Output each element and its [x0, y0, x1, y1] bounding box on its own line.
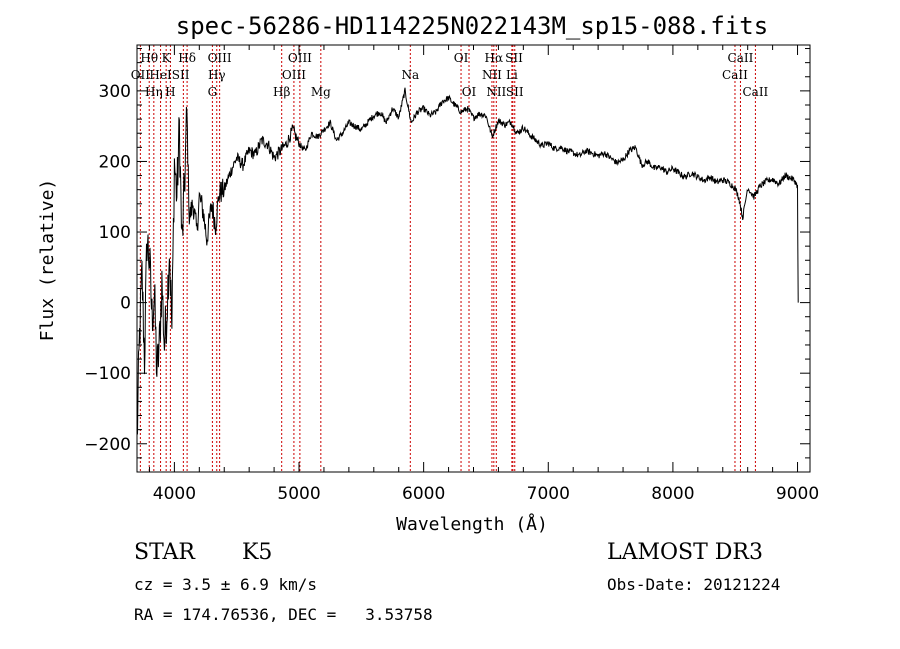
- x-axis-label: Wavelength (Å): [396, 513, 548, 535]
- line-label-oiii: OIII: [282, 68, 306, 82]
- line-label-oii: OII: [131, 68, 151, 82]
- line-label-oiii: OIII: [208, 51, 232, 65]
- line-label-caii: CaII: [722, 68, 748, 82]
- survey-name: LAMOST DR3: [607, 540, 763, 565]
- line-label-k: K: [162, 51, 172, 65]
- spectrum-line: [136, 87, 799, 436]
- y-tick-label: −200: [84, 435, 131, 455]
- line-label-sii: SII: [506, 85, 524, 99]
- line-label-hθ: Hθ: [140, 51, 158, 65]
- y-tick-label: 200: [99, 152, 131, 172]
- x-tick-label: 7000: [527, 484, 570, 504]
- chart-title: spec-56286-HD114225N022143M_sp15-088.fit…: [176, 12, 768, 40]
- redshift-cz: cz = 3.5 ± 6.9 km/s: [134, 575, 318, 594]
- spectral-line-labels: OII Hθ Hη HeI K H SII Hδ OIII Hγ G OIII OIII Hβ Mg Na OI…: [131, 51, 769, 99]
- x-tick-label: 9000: [776, 484, 819, 504]
- x-tick-label: 8000: [651, 484, 694, 504]
- line-label-sii: SII: [172, 68, 190, 82]
- y-tick-label: 300: [99, 82, 131, 102]
- object-subclass: K5: [242, 540, 273, 565]
- ra-dec: RA = 174.76536, DEC = 3.53758: [134, 605, 433, 624]
- line-label-nii: NII: [482, 68, 502, 82]
- line-label-sii: SII: [505, 51, 523, 65]
- line-label-hei: HeI: [149, 68, 172, 82]
- y-axis-ticks: −200 −100 0 100 200 300: [84, 48, 810, 459]
- line-label-caii: CaII: [742, 85, 768, 99]
- object-class: STAR: [134, 540, 195, 565]
- x-axis-ticks: 4000 5000 6000 7000 8000 9000: [148, 45, 819, 504]
- spectral-line-markers: [139, 45, 756, 472]
- line-label-oi: OI: [454, 51, 469, 65]
- line-label-hη: Hη: [145, 85, 163, 99]
- y-tick-label: 0: [120, 294, 131, 314]
- line-label-mg: Mg: [311, 85, 331, 99]
- line-label-hδ: Hδ: [178, 51, 196, 65]
- y-tick-label: −100: [84, 364, 131, 384]
- x-tick-label: 6000: [402, 484, 445, 504]
- line-label-hα: Hα: [485, 51, 504, 65]
- line-label-g: G: [208, 85, 218, 99]
- line-label-nii: NII: [486, 85, 506, 99]
- line-label-hβ: Hβ: [273, 85, 290, 99]
- y-axis-label: Flux (relative): [37, 179, 58, 342]
- line-label-li: Li: [506, 68, 518, 82]
- y-tick-label: 100: [99, 223, 131, 243]
- line-label-na: Na: [401, 68, 419, 82]
- line-label-oi: OI: [462, 85, 477, 99]
- spectrum-chart: spec-56286-HD114225N022143M_sp15-088.fit…: [37, 12, 819, 535]
- line-label-oiii: OIII: [288, 51, 312, 65]
- line-label-hγ: Hγ: [208, 68, 226, 82]
- x-tick-label: 4000: [153, 484, 196, 504]
- x-tick-label: 5000: [277, 484, 320, 504]
- line-label-caii: CaII: [728, 51, 754, 65]
- line-label-h: H: [165, 85, 175, 99]
- plot-frame: [136, 44, 811, 473]
- observation-date: Obs-Date: 20121224: [607, 575, 781, 594]
